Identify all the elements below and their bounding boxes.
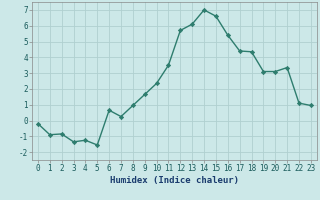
X-axis label: Humidex (Indice chaleur): Humidex (Indice chaleur) bbox=[110, 176, 239, 185]
